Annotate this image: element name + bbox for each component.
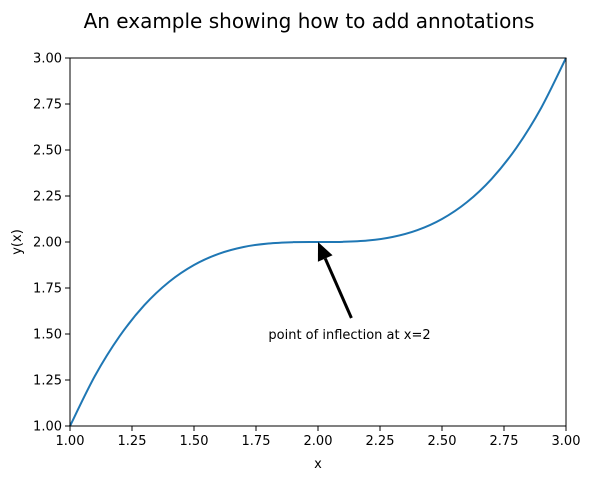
annotation-arrow-shaft-0 [325,258,351,318]
y-tick-label-0: 1.00 [33,420,62,435]
x-tick-label-5: 2.25 [366,434,395,449]
annotation-text-0: point of inflection at x=2 [268,328,430,343]
x-tick-label-0: 1.00 [56,434,85,449]
x-tick-label-1: 1.25 [118,434,147,449]
chart-title: An example showing how to add annotation… [84,9,535,33]
y-tick-label-5: 2.25 [33,190,62,205]
x-tick-label-6: 2.50 [428,434,457,449]
x-axis-label: x [314,457,322,472]
x-tick-label-8: 3.00 [552,434,581,449]
x-tick-label-4: 2.00 [304,434,333,449]
y-tick-label-7: 2.75 [33,98,62,113]
y-tick-label-1: 1.25 [33,374,62,389]
y-tick-label-3: 1.75 [33,282,62,297]
y-tick-label-8: 3.00 [33,52,62,67]
y-tick-label-6: 2.50 [33,144,62,159]
x-tick-label-7: 2.75 [490,434,519,449]
y-tick-label-4: 2.00 [33,236,62,251]
axes: 1.00 1.25 1.50 1.75 2.00 2.25 2.50 2.75 3.00 1.00… [33,52,580,450]
x-tick-label-2: 1.50 [180,434,209,449]
annotation-group: point of inflection at x=2 [268,242,430,343]
y-tick-label-2: 1.50 [33,328,62,343]
y-axis-label: y(x) [10,229,25,255]
x-tick-label-3: 1.75 [242,434,271,449]
